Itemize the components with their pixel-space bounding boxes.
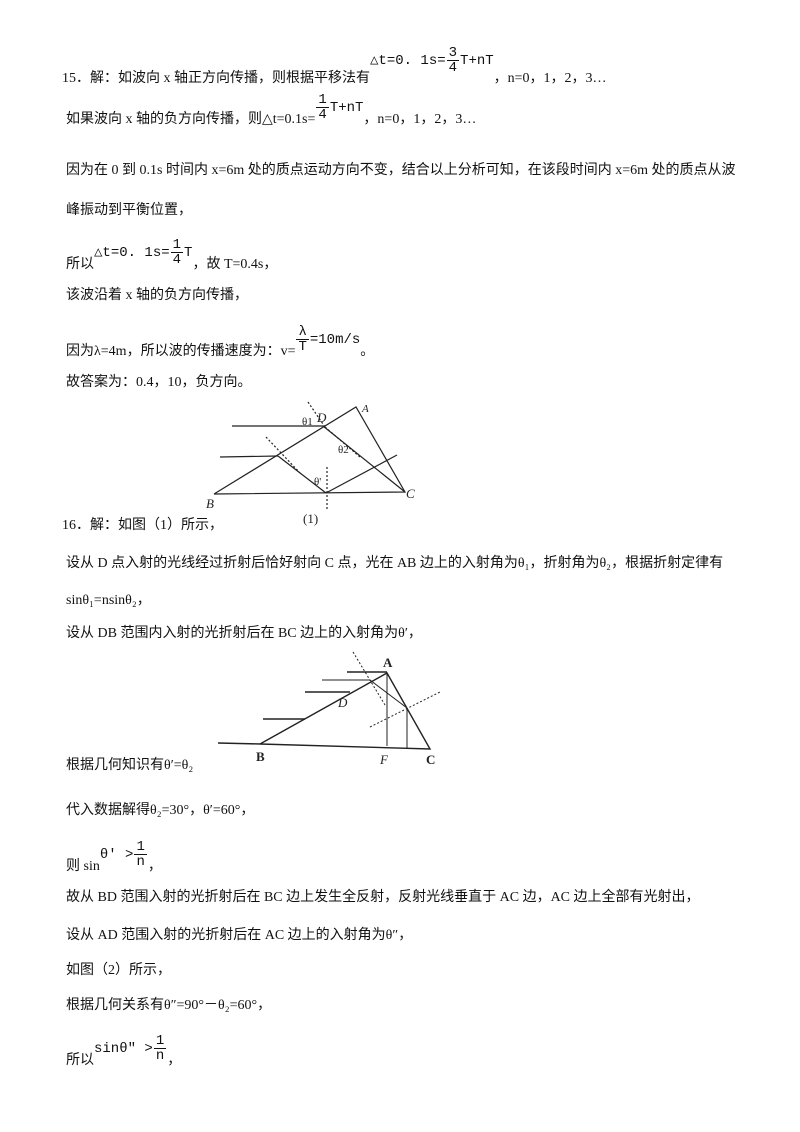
q16-line-4: 设从 DB 范围内入射的光折射后在 BC 边上的入射角为θ′， [66, 626, 422, 641]
label-d: D [337, 695, 348, 710]
q16-line-3: sinθ₁=nsinθ₂， [66, 593, 151, 608]
text: T+nT [329, 100, 364, 117]
q15-line-2: 如果波向 x 轴的负方向传播，则△t=0.1s= 1 4 T+nT，n=0，1，2，3… [66, 93, 477, 134]
formula-dt-negative: 1 4 T+nT [315, 93, 364, 122]
refracted-ray-ad [369, 679, 408, 709]
normal-ab [352, 651, 386, 706]
q15-line-7: 因为λ=4m，所以波的传播速度为：v= λ T =10m/s。 [66, 325, 375, 366]
normal-lower [265, 436, 301, 474]
text: =10m/s [309, 332, 361, 349]
text: 所以 [66, 1053, 94, 1069]
label-d: D [316, 410, 327, 425]
denominator: 4 [448, 60, 458, 76]
q16-line-11: 根据几何关系有θ″=90°－θ₂=60°， [66, 998, 272, 1013]
text: 。 [360, 344, 375, 360]
formula-sin-theta-prime: θ′ >1 n [99, 840, 148, 869]
text: 15．解：如波向 x 轴正方向传播，则根据平移法有 [62, 71, 370, 87]
text: T [184, 245, 193, 262]
label-c: C [426, 752, 435, 767]
q15-line-8: 故答案为：0.4，10，负方向。 [66, 375, 252, 390]
q16-line-12: 所以sinθ″ >1 n， [66, 1034, 182, 1075]
text: △t=0. 1s= [94, 245, 170, 262]
formula-sin-theta-double-prime: sinθ″ >1 n [94, 1034, 167, 1063]
q16-line-1: 16．解：如图（1）所示， [62, 518, 223, 533]
label-theta1: θ1 [302, 416, 313, 428]
text: ，n=0，1，2，3… [363, 112, 477, 128]
numerator: 1 [316, 92, 329, 108]
q16-line-8: 故从 BD 范围入射的光折射后在 BC 边上发生全反射，反射光线垂直于 AC 边… [66, 890, 700, 905]
text: 则 sin [66, 859, 100, 875]
label-b: B [206, 496, 214, 511]
q16-line-6: 代入数据解得θ₂=30°，θ′=60°， [66, 803, 255, 818]
text: ，n=0，1，2，3… [493, 71, 607, 87]
q16-line-7: 则 sinθ′ >1 n， [66, 840, 162, 881]
ray-b [217, 742, 261, 745]
label-a: A [361, 403, 369, 415]
text: 如果波向 x 轴的负方向传播，则△t=0.1s= [66, 112, 316, 128]
label-a: A [383, 655, 393, 670]
label-f: F [379, 752, 389, 767]
text: ， [147, 859, 162, 875]
prism-outline [213, 406, 407, 495]
q15-line-1: 15．解：如波向 x 轴正方向传播，则根据平移法有△t=0. 1s= 3 4 T+nT… [62, 46, 607, 93]
label-c: C [406, 486, 415, 501]
numerator: 1 [134, 839, 147, 855]
prism-outline [259, 672, 432, 750]
formula-dt-period: △t=0. 1s= 1 4 T [94, 238, 193, 267]
denominator: n [155, 1048, 165, 1064]
figure-1-prism-diagram: B A C D θ1 θ2 θ' (1) [206, 401, 415, 526]
text: 所以 [66, 257, 94, 273]
denominator: 4 [172, 252, 182, 268]
denominator: 4 [318, 107, 327, 123]
incident-ray-lower [219, 455, 279, 458]
normal-d [307, 401, 326, 428]
q15-line-5: 所以△t=0. 1s= 1 4 T，故 T=0.4s， [66, 238, 278, 279]
reflected-ray [325, 454, 398, 494]
numerator: 3 [446, 45, 460, 61]
q15-line-3: 因为在 0 到 0.1s 时间内 x=6m 处的质点运动方向不变，结合以上分析可… [66, 163, 736, 178]
denominator: T [298, 339, 307, 355]
formula-velocity: λ T =10m/s [295, 325, 361, 354]
q15-line-6: 该波沿着 x 轴的负方向传播， [66, 288, 248, 303]
refracted-ray-dc [322, 425, 406, 493]
q15-line-4: 峰振动到平衡位置， [66, 203, 192, 218]
text: ， [167, 1053, 182, 1069]
label-theta2: θ2 [338, 444, 349, 456]
formula-dt-positive: △t=0. 1s= 3 4 T+nT [370, 46, 494, 75]
text: ，故 T=0.4s， [192, 257, 278, 273]
text: θ′ > [99, 847, 134, 864]
text: sinθ″ > [94, 1041, 153, 1058]
normal-ac [369, 691, 441, 728]
numerator: λ [296, 324, 309, 340]
figure-2-prism-diagram: B A C D F [217, 651, 441, 767]
q16-line-10: 如图（2）所示， [66, 963, 171, 978]
denominator: n [136, 854, 145, 870]
q16-line-2: 设从 D 点入射的光线经过折射后恰好射向 C 点，光在 AB 边上的入射角为θ₁… [66, 556, 724, 571]
figure-caption: (1) [303, 511, 318, 526]
q16-line-5: 根据几何知识有θ′=θ₂ [66, 758, 194, 773]
text: 因为λ=4m，所以波的传播速度为：v= [66, 344, 296, 360]
numerator: 1 [153, 1033, 167, 1049]
numerator: 1 [170, 237, 184, 253]
q16-line-9: 设从 AD 范围入射的光折射后在 AC 边上的入射角为θ″， [66, 928, 413, 943]
label-theta-prime: θ' [314, 476, 321, 488]
label-b: B [256, 749, 265, 764]
text: △t=0. 1s= [370, 53, 446, 70]
text: T+nT [460, 53, 494, 70]
refracted-ray-lower [277, 455, 327, 494]
